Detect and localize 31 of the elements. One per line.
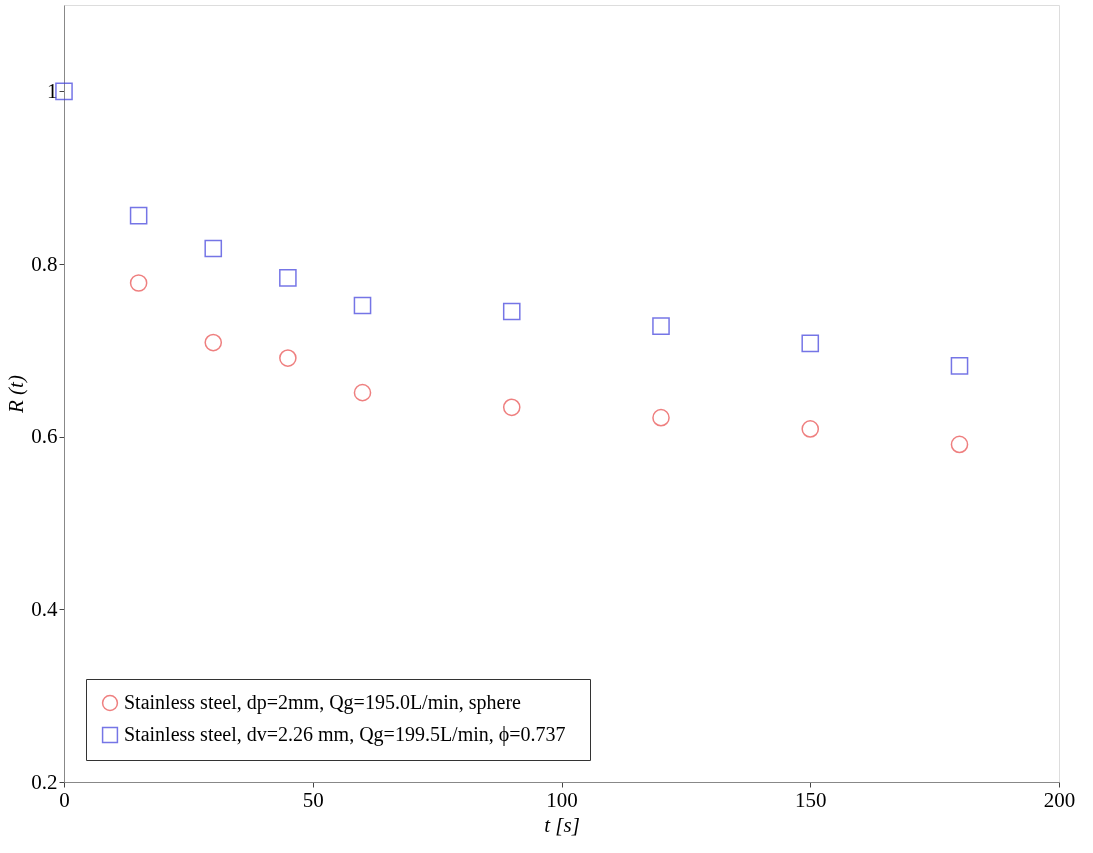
legend-label: Stainless steel, dp=2mm, Qg=195.0L/min, sphere xyxy=(124,691,522,714)
legend-label: Stainless steel, dv=2.26 mm, Qg=199.5L/min, ϕ=0.737 xyxy=(124,723,566,746)
point xyxy=(950,357,969,375)
point xyxy=(353,296,372,315)
point xyxy=(279,269,297,287)
point xyxy=(950,435,969,454)
point xyxy=(204,333,223,352)
point xyxy=(652,317,670,335)
y-tick-label: 1 xyxy=(47,78,58,103)
point xyxy=(279,349,297,367)
point xyxy=(502,398,521,417)
point xyxy=(502,302,521,321)
point xyxy=(801,420,820,438)
point xyxy=(353,383,372,402)
y-tick-label: 0.8 xyxy=(31,251,58,276)
point xyxy=(204,239,223,258)
x-tick-label: 150 xyxy=(795,787,827,812)
x-tick-label: 50 xyxy=(302,787,324,812)
y-tick-label: 0.4 xyxy=(31,596,58,621)
y-tick-label: 0.2 xyxy=(31,769,58,794)
x-axis-title: t [s] xyxy=(544,812,580,837)
x-tick-label: 200 xyxy=(1043,787,1076,812)
point xyxy=(129,206,148,225)
point xyxy=(129,274,148,292)
y-tick-label: 0.6 xyxy=(31,424,58,449)
point xyxy=(801,334,820,353)
x-tick-label: 0 xyxy=(59,787,70,812)
x-tick-label: 100 xyxy=(546,787,578,812)
y-axis-title: R (t) xyxy=(4,375,29,414)
point xyxy=(652,408,670,427)
point xyxy=(55,82,73,101)
